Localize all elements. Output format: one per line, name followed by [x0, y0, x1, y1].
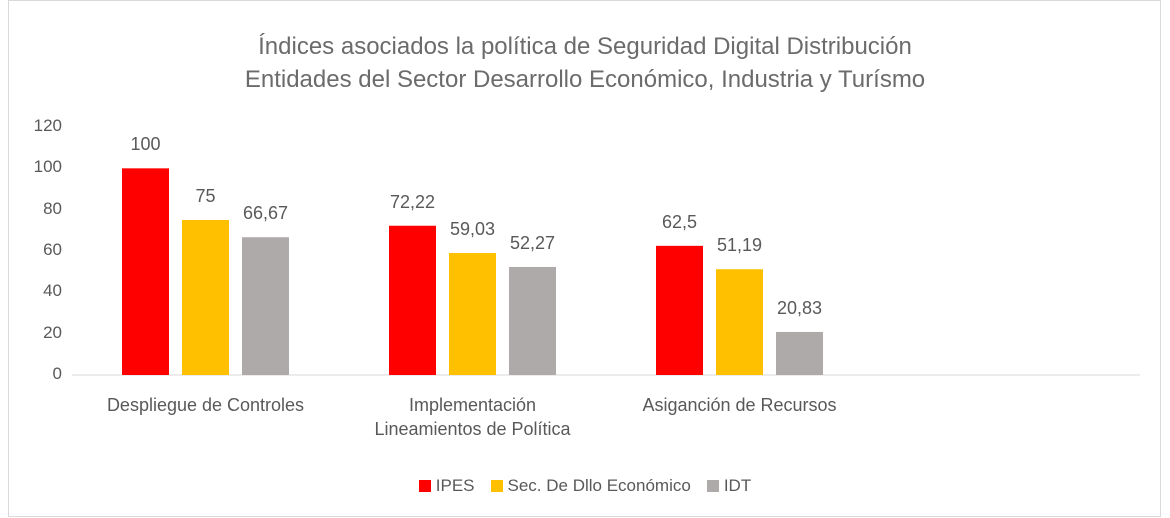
legend-label: Sec. De Dllo Económico — [507, 476, 691, 495]
bar — [656, 245, 703, 375]
legend-label: IDT — [723, 476, 752, 495]
y-tick-label: 60 — [43, 240, 62, 259]
legend-swatch — [706, 480, 719, 492]
bar — [449, 253, 496, 375]
y-tick-label: 120 — [33, 116, 62, 135]
y-tick-label: 100 — [33, 157, 62, 177]
legend: IPES Sec. De Dllo Económico IDT — [0, 476, 1170, 496]
legend-swatch — [490, 480, 503, 492]
data-label: 52,27 — [509, 232, 556, 253]
y-tick-label: 20 — [43, 322, 62, 342]
data-label: 75 — [195, 186, 216, 206]
x-tick-label: Despliegue de Controles — [106, 395, 305, 415]
data-label: 51,19 — [716, 235, 763, 256]
bar — [242, 237, 289, 375]
legend-item: IPES — [418, 476, 475, 496]
legend-item: Sec. De Dllo Económico — [490, 476, 691, 496]
legend-label: IPES — [435, 476, 475, 495]
data-label: 66,67 — [242, 203, 289, 224]
bar — [716, 269, 763, 375]
chart-title: Índices asociados la política de Segurid… — [244, 33, 926, 93]
bar — [182, 220, 229, 375]
x-tick-label: Implementación Lineamientos de Política — [374, 395, 571, 439]
data-label: 62,5 — [661, 211, 698, 232]
data-label: 72,22 — [389, 191, 436, 212]
data-label: 59,03 — [449, 219, 496, 239]
legend-swatch — [418, 480, 431, 492]
y-tick-label: 0 — [52, 364, 62, 383]
bar — [122, 168, 169, 375]
y-tick-label: 80 — [43, 198, 62, 218]
bar — [776, 331, 823, 375]
bar — [389, 225, 436, 375]
x-tick-label: Asiganción de Recursos — [642, 395, 837, 415]
plot — [72, 168, 1140, 376]
data-label: 20,83 — [776, 297, 823, 318]
legend-item: IDT — [706, 476, 752, 496]
bar — [509, 266, 556, 375]
chart-border — [8, 0, 1161, 517]
data-label: 100 — [130, 134, 161, 155]
y-tick-label: 40 — [43, 281, 62, 301]
